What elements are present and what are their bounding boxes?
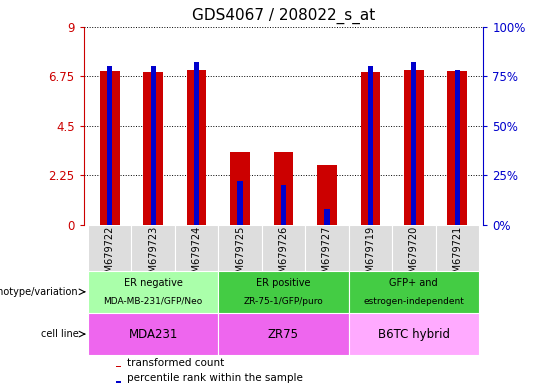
Text: ER negative: ER negative <box>124 278 183 288</box>
Text: B6TC hybrid: B6TC hybrid <box>378 328 450 341</box>
Bar <box>88 271 218 313</box>
Bar <box>88 313 218 355</box>
Bar <box>368 66 373 225</box>
Text: ER positive: ER positive <box>256 278 310 288</box>
Bar <box>404 70 423 225</box>
Text: ZR-75-1/GFP/puro: ZR-75-1/GFP/puro <box>244 296 323 306</box>
Text: MDA-MB-231/GFP/Neo: MDA-MB-231/GFP/Neo <box>104 296 203 306</box>
Bar <box>151 66 156 225</box>
Bar <box>361 72 380 225</box>
Bar <box>218 225 262 271</box>
Text: cell line: cell line <box>40 329 78 339</box>
Text: GFP+ and: GFP+ and <box>389 278 438 288</box>
Text: GSM679726: GSM679726 <box>279 226 288 285</box>
Text: GSM679724: GSM679724 <box>192 226 201 285</box>
Text: ZR75: ZR75 <box>268 328 299 341</box>
Text: percentile rank within the sample: percentile rank within the sample <box>127 372 302 383</box>
Bar <box>392 225 436 271</box>
Bar <box>349 313 479 355</box>
Bar <box>218 313 349 355</box>
Text: GSM679727: GSM679727 <box>322 226 332 285</box>
Bar <box>175 225 218 271</box>
Text: MDA231: MDA231 <box>129 328 178 341</box>
Bar <box>116 366 121 367</box>
Text: transformed count: transformed count <box>127 358 224 368</box>
Bar <box>448 71 467 225</box>
Bar <box>100 71 119 225</box>
Bar <box>107 66 112 225</box>
Bar <box>349 271 479 313</box>
Bar <box>131 225 175 271</box>
Bar <box>281 185 286 225</box>
Bar <box>194 63 199 225</box>
Text: estrogen-independent: estrogen-independent <box>363 296 464 306</box>
Bar <box>411 63 416 225</box>
Text: genotype/variation: genotype/variation <box>0 287 78 297</box>
Bar <box>116 381 121 382</box>
Bar <box>88 225 131 271</box>
Text: GSM679720: GSM679720 <box>409 226 419 285</box>
Text: GSM679719: GSM679719 <box>366 226 375 285</box>
Bar <box>305 225 349 271</box>
Bar <box>455 70 460 225</box>
Bar <box>238 181 242 225</box>
Text: GSM679723: GSM679723 <box>148 226 158 285</box>
Bar <box>436 225 479 271</box>
Bar <box>349 225 392 271</box>
Bar <box>262 225 305 271</box>
Title: GDS4067 / 208022_s_at: GDS4067 / 208022_s_at <box>192 8 375 24</box>
Bar <box>274 152 293 225</box>
Bar <box>218 271 349 313</box>
Text: GSM679725: GSM679725 <box>235 226 245 285</box>
Bar <box>317 165 337 225</box>
Bar <box>144 72 163 225</box>
Text: GSM679722: GSM679722 <box>105 226 115 285</box>
Text: GSM679721: GSM679721 <box>452 226 462 285</box>
Bar <box>230 152 250 225</box>
Bar <box>325 209 329 225</box>
Bar <box>187 70 206 225</box>
